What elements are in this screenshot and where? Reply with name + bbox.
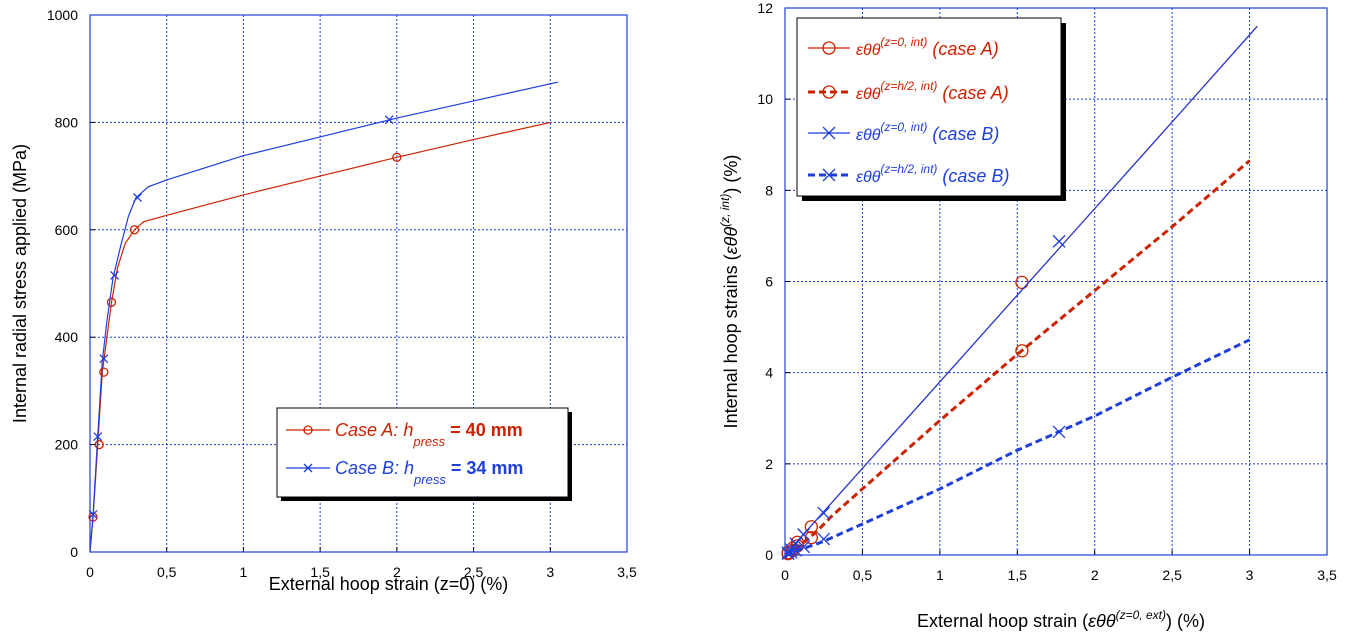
legend: Case A: hpress = 40 mm Case B: hpress = 3… [276, 407, 572, 501]
data-point-marker [804, 520, 818, 534]
legend-label: Case B: hpress = 34 mm [335, 458, 523, 487]
y-tick-label: 0 [765, 547, 773, 563]
x-axis-label: External hoop strain (z=0) (%) [269, 574, 509, 594]
legend-label: εθθ(z=h/2, int) (case B) [856, 162, 1009, 186]
y-tick-label: 8 [765, 182, 773, 198]
chart-1: 0 0,5 1 1,5 2 2,5 3 3,5 0 200 400 600 800 1000 Externa… [10, 7, 637, 594]
data-point-marker [99, 354, 109, 364]
plot-frame [784, 7, 1328, 556]
data-point-marker [93, 432, 103, 442]
y-tick-label: 400 [55, 329, 79, 345]
x-tick-label: 3 [546, 564, 554, 580]
data-point-marker [133, 193, 143, 203]
x-tick-label: 1 [936, 567, 944, 583]
x-tick-label: 3,5 [1317, 567, 1337, 583]
data-point-marker [797, 528, 811, 541]
legend-label: εθθ(z=h/2, int) (case A) [856, 79, 1009, 103]
data-point-marker [88, 509, 98, 519]
data-point-marker [110, 270, 120, 280]
data-point-marker [129, 225, 140, 235]
plot-frame [89, 14, 628, 553]
data-point-marker [1052, 425, 1066, 439]
y-tick-label: 6 [765, 274, 773, 290]
data-point-marker [1015, 275, 1029, 290]
x-tick-label: 2,5 [464, 564, 484, 580]
legend-label: Case A: hpress = 40 mm [335, 420, 523, 449]
legend: εθθ(z=0, int) (case A) εθθ(z=h/2, int) (c… [796, 17, 1066, 201]
x-tick-label: 2,5 [1162, 567, 1182, 583]
legend-label: εθθ(z=0, int) (case B) [856, 120, 999, 144]
data-point-marker [303, 463, 313, 473]
y-tick-label: 200 [55, 437, 79, 453]
x-tick-label: 1 [240, 564, 248, 580]
data-point-marker [797, 540, 811, 554]
legend-label: εθθ(z=0, int) (case A) [856, 35, 999, 59]
data-point-marker [789, 543, 803, 557]
data-point-marker [822, 168, 836, 182]
data-point-marker [392, 152, 402, 162]
data-point-marker [384, 115, 394, 125]
x-tick-label: 0,5 [853, 567, 873, 583]
series-line [89, 81, 559, 553]
series-2 [88, 81, 559, 553]
data-point-marker [781, 547, 795, 561]
data-point-marker [789, 537, 803, 551]
y-tick-label: 800 [55, 114, 79, 130]
data-point-marker [1052, 234, 1066, 248]
x-tick-label: 1,5 [310, 564, 330, 580]
x-tick-label: 1,5 [1008, 567, 1028, 583]
x-tick-label: 0 [86, 564, 94, 580]
data-point-marker [822, 41, 836, 55]
data-point-marker [817, 506, 831, 520]
data-point-marker [106, 297, 117, 307]
data-point-marker [94, 439, 104, 450]
data-point-marker [822, 126, 836, 140]
y-axis-label: Internal radial stress applied (MPa) [10, 144, 30, 423]
data-point-marker [817, 532, 831, 546]
legend-box [276, 407, 569, 498]
x-tick-label: 2 [1091, 567, 1099, 583]
x-tick-label: 3,5 [617, 564, 637, 580]
series-line [784, 25, 1258, 556]
y-tick-label: 10 [757, 91, 773, 107]
y-tick-label: 600 [55, 222, 79, 238]
data-point-marker [804, 531, 818, 545]
data-point-marker [303, 425, 313, 435]
data-point-marker [1015, 344, 1029, 358]
data-point-marker [99, 367, 109, 377]
chart-2: 0 0,5 1 1,5 2 2,5 3 3,5 0 2 4 6 8 10 12 External hoop s… [718, 0, 1337, 631]
data-point-marker [822, 85, 836, 99]
x-axis-label: External hoop strain (εθθ(z=0, ext)) (%) [917, 608, 1205, 631]
series-3 [781, 25, 1258, 560]
x-tick-label: 0,5 [157, 564, 177, 580]
y-tick-label: 4 [765, 365, 773, 381]
series-line [784, 338, 1251, 557]
series-2 [781, 159, 1251, 561]
y-tick-label: 2 [765, 456, 773, 472]
x-tick-label: 3 [1246, 567, 1254, 583]
x-tick-label: 0 [781, 567, 789, 583]
x-tick-label: 2 [393, 564, 401, 580]
series-4 [781, 338, 1251, 561]
data-point-marker [784, 545, 798, 559]
y-axis-label: Internal hoop strains (εθθ(z, int)) (%) [718, 155, 741, 429]
y-tick-label: 1000 [47, 7, 78, 23]
y-tick-label: 0 [70, 544, 78, 560]
y-tick-label: 12 [757, 0, 773, 16]
